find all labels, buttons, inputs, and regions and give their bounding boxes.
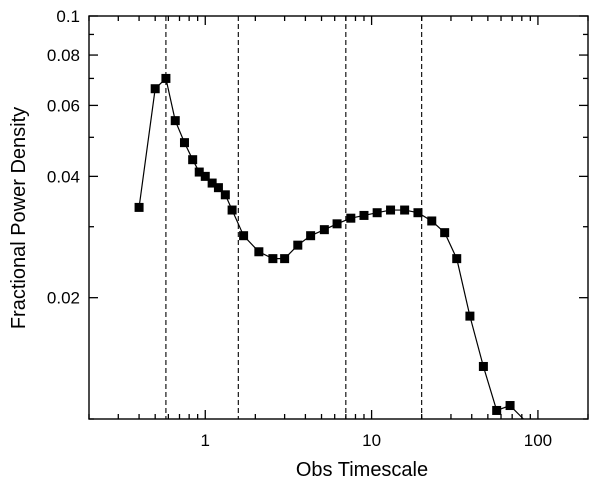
- data-point: [465, 311, 475, 321]
- data-point: [194, 167, 204, 177]
- data-point: [478, 361, 488, 371]
- data-point: [200, 171, 210, 181]
- data-point: [254, 247, 264, 257]
- y-tick-label: 0.06: [47, 96, 80, 115]
- data-point: [134, 202, 144, 212]
- data-point: [400, 205, 410, 215]
- data-point: [188, 155, 198, 165]
- reference-lines: [165, 16, 423, 419]
- tick-labels: 1 10 100 0.02 0.04 0.06 0.08 0.1: [47, 7, 552, 450]
- data-point: [293, 240, 303, 250]
- y-tick-label: 0.04: [47, 167, 80, 186]
- x-tick-label: 1: [201, 431, 210, 450]
- data-point: [332, 219, 342, 229]
- data-point: [427, 216, 437, 226]
- data-point: [227, 205, 237, 215]
- data-point: [213, 183, 223, 193]
- x-tick-label: 100: [524, 431, 552, 450]
- data-point: [268, 254, 278, 264]
- data-point: [150, 84, 160, 94]
- series-line: [138, 77, 524, 420]
- x-tick-label: 10: [362, 431, 381, 450]
- data-point: [413, 208, 423, 218]
- data-point: [170, 116, 180, 126]
- y-tick-label: 0.1: [56, 7, 80, 26]
- data-point: [372, 208, 382, 218]
- data-point: [179, 138, 189, 148]
- y-axis-title: Fractional Power Density: [8, 107, 30, 329]
- data-point: [161, 73, 171, 83]
- axis-ticks: [88, 15, 589, 420]
- data-point: [220, 190, 230, 200]
- data-point: [306, 231, 316, 241]
- data-point: [505, 401, 515, 411]
- data-point: [319, 225, 329, 235]
- data-point: [346, 213, 356, 223]
- data-point: [207, 178, 217, 188]
- plot-frame: [88, 15, 589, 420]
- y-tick-label: 0.08: [47, 46, 80, 65]
- data-series: [134, 73, 524, 420]
- data-point: [492, 405, 502, 415]
- data-point: [386, 205, 396, 215]
- data-point: [440, 228, 450, 238]
- x-axis-title: Obs Timescale: [296, 459, 428, 481]
- data-point: [452, 254, 462, 264]
- data-point: [239, 231, 249, 241]
- data-point: [280, 254, 290, 264]
- data-point: [359, 210, 369, 220]
- y-tick-label: 0.02: [47, 289, 80, 308]
